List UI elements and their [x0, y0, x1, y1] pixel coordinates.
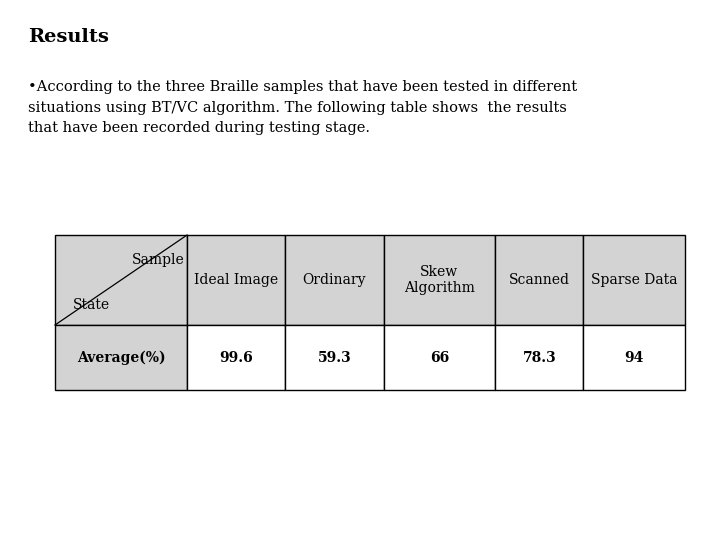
Text: Scanned: Scanned [509, 273, 570, 287]
Text: Ordinary: Ordinary [302, 273, 366, 287]
Bar [285, 325, 384, 390]
Bar [495, 325, 583, 390]
Text: Results: Results [28, 28, 109, 46]
Bar [55, 325, 187, 390]
Bar [583, 325, 685, 390]
Bar [187, 235, 285, 325]
Text: Skew
Algorithm: Skew Algorithm [404, 265, 475, 295]
Text: 66: 66 [430, 350, 449, 365]
Text: •According to the three Braille samples that have been tested in different
situa: •According to the three Braille samples … [28, 80, 577, 135]
Bar [285, 235, 384, 325]
Text: Average(%): Average(%) [77, 350, 166, 365]
Bar [187, 325, 285, 390]
Text: Sparse Data: Sparse Data [591, 273, 678, 287]
Text: Sample: Sample [132, 253, 184, 267]
Bar [583, 235, 685, 325]
Text: State: State [73, 298, 110, 312]
Bar [384, 325, 495, 390]
Bar [495, 235, 583, 325]
Text: Ideal Image: Ideal Image [194, 273, 278, 287]
Text: 94: 94 [624, 350, 644, 365]
Bar [384, 235, 495, 325]
Bar [55, 235, 187, 325]
Text: 99.6: 99.6 [220, 350, 253, 365]
Text: 78.3: 78.3 [523, 350, 557, 365]
Text: 59.3: 59.3 [318, 350, 351, 365]
